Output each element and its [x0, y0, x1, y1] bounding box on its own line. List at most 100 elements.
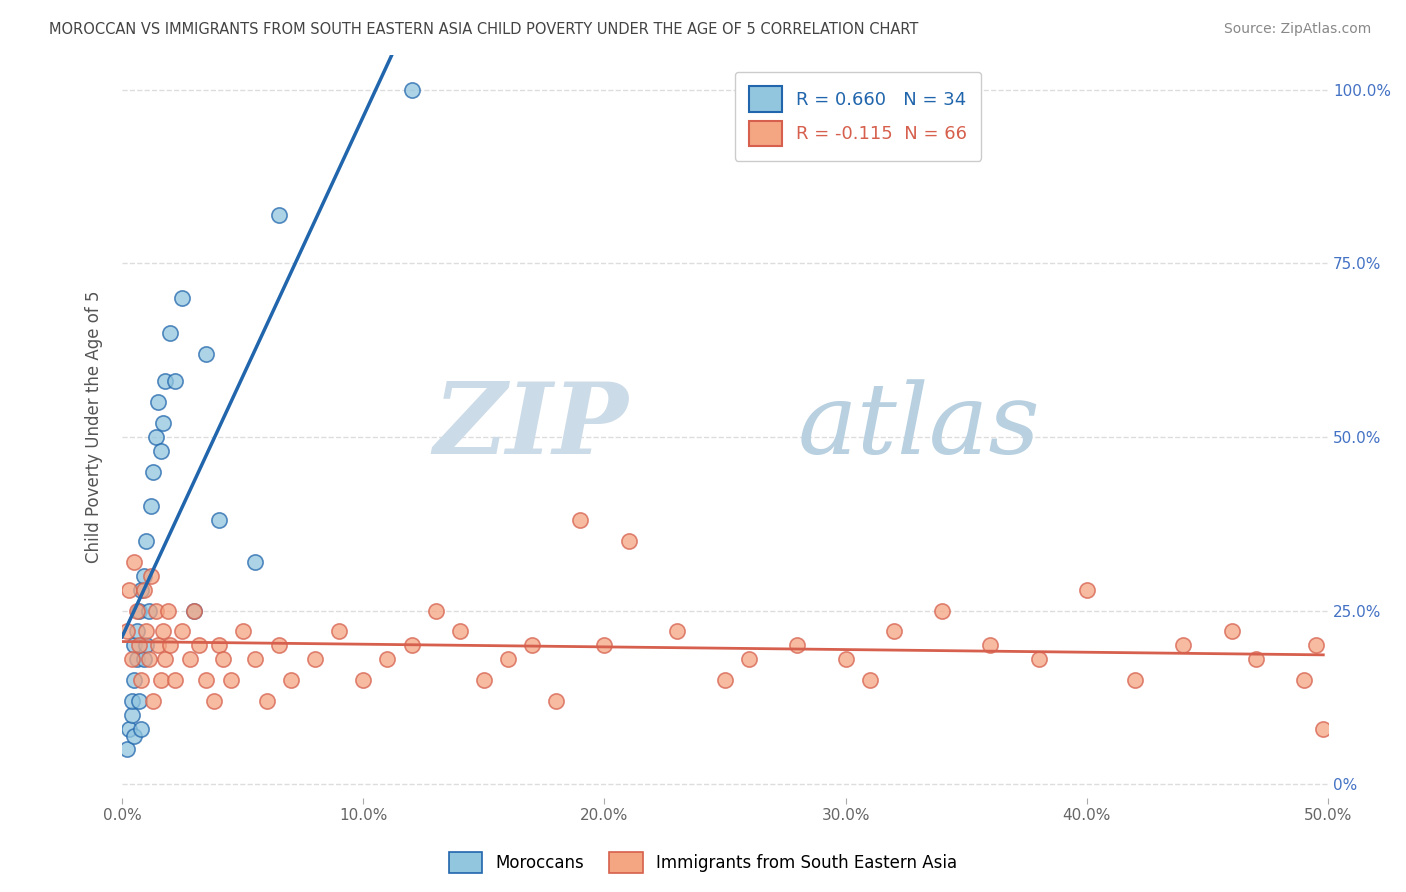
- Point: [145, 604, 167, 618]
- Point: [232, 624, 254, 639]
- Point: [377, 652, 399, 666]
- Point: [859, 673, 882, 687]
- Point: [122, 673, 145, 687]
- Point: [665, 624, 688, 639]
- Text: MOROCCAN VS IMMIGRANTS FROM SOUTH EASTERN ASIA CHILD POVERTY UNDER THE AGE OF 5 : MOROCCAN VS IMMIGRANTS FROM SOUTH EASTER…: [49, 22, 918, 37]
- Point: [212, 652, 235, 666]
- Point: [183, 604, 205, 618]
- Point: [195, 673, 218, 687]
- Point: [1305, 638, 1327, 652]
- Point: [138, 604, 160, 618]
- Point: [152, 624, 174, 639]
- Point: [1028, 652, 1050, 666]
- Point: [1076, 582, 1098, 597]
- Point: [179, 652, 201, 666]
- Point: [142, 694, 165, 708]
- Point: [121, 707, 143, 722]
- Point: [256, 694, 278, 708]
- Text: Source: ZipAtlas.com: Source: ZipAtlas.com: [1223, 22, 1371, 37]
- Point: [159, 638, 181, 652]
- Point: [280, 673, 302, 687]
- Text: ZIP: ZIP: [433, 378, 628, 475]
- Point: [149, 443, 172, 458]
- Point: [401, 83, 423, 97]
- Point: [449, 624, 471, 639]
- Point: [883, 624, 905, 639]
- Point: [135, 534, 157, 549]
- Point: [121, 652, 143, 666]
- Point: [593, 638, 616, 652]
- Point: [738, 652, 761, 666]
- Point: [156, 604, 179, 618]
- Point: [148, 638, 170, 652]
- Point: [546, 694, 568, 708]
- Point: [152, 416, 174, 430]
- Point: [122, 638, 145, 652]
- Point: [617, 534, 640, 549]
- Point: [128, 694, 150, 708]
- Point: [132, 652, 155, 666]
- Point: [128, 638, 150, 652]
- Point: [979, 638, 1001, 652]
- Point: [425, 604, 447, 618]
- Point: [138, 652, 160, 666]
- Point: [135, 638, 157, 652]
- Point: [496, 652, 519, 666]
- Point: [172, 624, 194, 639]
- Point: [139, 500, 162, 514]
- Point: [202, 694, 225, 708]
- Point: [155, 652, 177, 666]
- Point: [145, 430, 167, 444]
- Point: [135, 624, 157, 639]
- Point: [352, 673, 374, 687]
- Point: [1312, 722, 1334, 736]
- Point: [207, 513, 229, 527]
- Point: [267, 638, 290, 652]
- Point: [118, 582, 141, 597]
- Point: [155, 375, 177, 389]
- Point: [165, 375, 187, 389]
- Point: [569, 513, 592, 527]
- Point: [1292, 673, 1315, 687]
- Point: [183, 604, 205, 618]
- Point: [139, 569, 162, 583]
- Point: [1244, 652, 1267, 666]
- Point: [115, 624, 138, 639]
- Point: [267, 208, 290, 222]
- Point: [131, 673, 153, 687]
- Point: [125, 604, 148, 618]
- Point: [122, 729, 145, 743]
- Point: [132, 569, 155, 583]
- Text: atlas: atlas: [797, 379, 1040, 475]
- Point: [142, 465, 165, 479]
- Point: [834, 652, 856, 666]
- Point: [125, 624, 148, 639]
- Point: [207, 638, 229, 652]
- Legend: R = 0.660   N = 34, R = -0.115  N = 66: R = 0.660 N = 34, R = -0.115 N = 66: [734, 71, 981, 161]
- Point: [115, 742, 138, 756]
- Point: [121, 694, 143, 708]
- Point: [148, 395, 170, 409]
- Point: [931, 604, 953, 618]
- Point: [520, 638, 543, 652]
- Point: [125, 652, 148, 666]
- Point: [131, 582, 153, 597]
- Point: [219, 673, 242, 687]
- Point: [1173, 638, 1195, 652]
- Point: [243, 652, 266, 666]
- Point: [243, 555, 266, 569]
- Point: [132, 582, 155, 597]
- Point: [159, 326, 181, 340]
- Point: [472, 673, 495, 687]
- Point: [1220, 624, 1243, 639]
- Point: [118, 722, 141, 736]
- Point: [172, 291, 194, 305]
- Point: [786, 638, 808, 652]
- Point: [195, 347, 218, 361]
- Point: [122, 555, 145, 569]
- Point: [149, 673, 172, 687]
- Point: [714, 673, 737, 687]
- Legend: Moroccans, Immigrants from South Eastern Asia: Moroccans, Immigrants from South Eastern…: [443, 846, 963, 880]
- Point: [1123, 673, 1146, 687]
- Point: [188, 638, 211, 652]
